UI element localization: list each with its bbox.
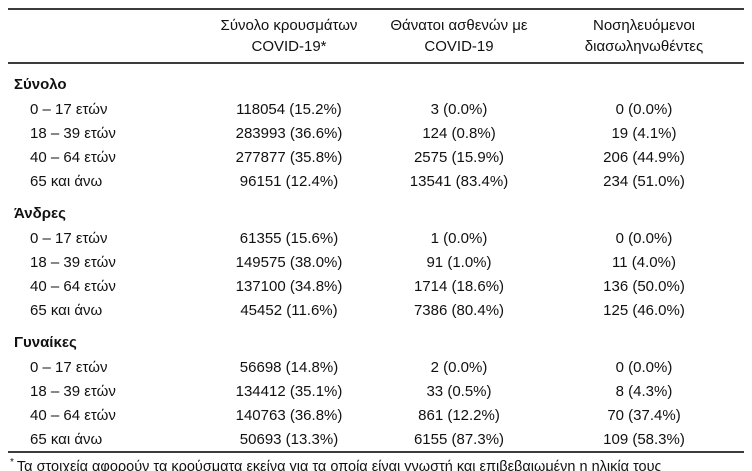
intubated-cell: 19 (4.1%) [611, 124, 677, 142]
cases-cell: 134412 (35.1%) [235, 382, 343, 400]
deaths-cell: 91 (1.0%) [426, 253, 492, 271]
deaths-cell: 124 (0.8%) [422, 124, 496, 142]
cases-cell: 61355 (15.6%) [239, 229, 339, 247]
deaths-cell: 1 (0.0%) [430, 229, 488, 247]
deaths-cell: 3 (0.0%) [430, 100, 488, 118]
cases-cell: 96151 (12.4%) [239, 172, 339, 190]
age-group-label: 18 – 39 ετών [30, 124, 116, 142]
table-row: 18 – 39 ετών 283993 (36.6%) 124 (0.8%) 1… [8, 121, 744, 145]
section-title: Άνδρες [14, 204, 66, 222]
intubated-cell: 0 (0.0%) [615, 100, 673, 118]
table-row: 0 – 17 ετών 118054 (15.2%) 3 (0.0%) 0 (0… [8, 97, 744, 121]
age-group-label: 65 και άνω [30, 172, 103, 190]
intubated-cell: 206 (44.9%) [603, 148, 685, 166]
cases-cell: 149575 (38.0%) [235, 253, 343, 271]
header-intubated-line1: Νοσηλευόμενοι [592, 17, 695, 34]
cases-cell: 277877 (35.8%) [235, 148, 343, 166]
table-header: Σύνολο κρουσμάτων COVID-19* Θάνατοι ασθε… [8, 9, 744, 64]
intubated-cell: 0 (0.0%) [615, 358, 673, 376]
intubated-cell: 136 (50.0%) [603, 277, 685, 295]
header-intubated: Νοσηλευόμενοι διασωληνωθέντες [544, 9, 744, 64]
table-row: 65 και άνω 50693 (13.3%) 6155 (87.3%) 10… [8, 427, 744, 452]
intubated-cell: 70 (37.4%) [607, 406, 681, 424]
table-body: Σύνολο 0 – 17 ετών 118054 (15.2%) 3 (0.0… [8, 63, 744, 452]
section-title: Σύνολο [14, 75, 67, 93]
age-group-label: 65 και άνω [30, 430, 103, 448]
cases-cell: 283993 (36.6%) [235, 124, 343, 142]
cases-cell: 137100 (34.8%) [235, 277, 343, 295]
age-group-label: 0 – 17 ετών [30, 358, 108, 376]
deaths-cell: 7386 (80.4%) [413, 301, 505, 319]
header-deaths-line1: Θάνατοι ασθενών με [390, 17, 528, 34]
table-row: 0 – 17 ετών 61355 (15.6%) 1 (0.0%) 0 (0.… [8, 226, 744, 250]
deaths-cell: 1714 (18.6%) [413, 277, 505, 295]
cases-cell: 118054 (15.2%) [236, 100, 342, 118]
age-group-label: 40 – 64 ετών [30, 277, 116, 295]
intubated-cell: 8 (4.3%) [615, 382, 673, 400]
deaths-cell: 861 (12.2%) [418, 406, 500, 424]
header-cases-line2: COVID-19* [251, 38, 327, 55]
deaths-cell: 6155 (87.3%) [413, 430, 505, 448]
cases-cell: 140763 (36.8%) [235, 406, 343, 424]
table-row: 18 – 39 ετών 149575 (38.0%) 91 (1.0%) 11… [8, 250, 744, 274]
age-group-label: 40 – 64 ετών [30, 406, 116, 424]
header-deaths: Θάνατοι ασθενών με COVID-19 [374, 9, 544, 64]
intubated-cell: 0 (0.0%) [615, 229, 673, 247]
footnote: * Τα στοιχεία αφορούν τα κρούσματα εκείνα… [8, 453, 746, 471]
table-row: 40 – 64 ετών 277877 (35.8%) 2575 (15.9%)… [8, 145, 744, 169]
header-cases-line1: Σύνολο κρουσμάτων [220, 17, 358, 34]
header-deaths-line2: COVID-19 [424, 38, 494, 55]
section-header-women: Γυναίκες [8, 322, 744, 355]
age-group-label: 18 – 39 ετών [30, 382, 116, 400]
intubated-cell: 234 (51.0%) [603, 172, 685, 190]
table-row: 40 – 64 ετών 137100 (34.8%) 1714 (18.6%)… [8, 274, 744, 298]
header-row: Σύνολο κρουσμάτων COVID-19* Θάνατοι ασθε… [8, 9, 744, 64]
covid-stats-table: Σύνολο κρουσμάτων COVID-19* Θάνατοι ασθε… [8, 8, 744, 453]
section-header-total: Σύνολο [8, 63, 744, 97]
table-row: 65 και άνω 96151 (12.4%) 13541 (83.4%) 2… [8, 169, 744, 193]
table-row: 18 – 39 ετών 134412 (35.1%) 33 (0.5%) 8 … [8, 379, 744, 403]
cases-cell: 45452 (11.6%) [240, 301, 338, 319]
section-header-men: Άνδρες [8, 193, 744, 226]
intubated-cell: 125 (46.0%) [603, 301, 685, 319]
age-group-label: 0 – 17 ετών [30, 229, 108, 247]
deaths-cell: 33 (0.5%) [426, 382, 492, 400]
footnote-text: Τα στοιχεία αφορούν τα κρούσματα εκείνα … [16, 458, 662, 471]
section-title: Γυναίκες [14, 333, 77, 351]
header-empty-cell [8, 9, 204, 64]
age-group-label: 18 – 39 ετών [30, 253, 116, 271]
table-row: 65 και άνω 45452 (11.6%) 7386 (80.4%) 12… [8, 298, 744, 322]
cases-cell: 56698 (14.8%) [239, 358, 339, 376]
cases-cell: 50693 (13.3%) [239, 430, 339, 448]
intubated-cell: 11 (4.0%) [612, 253, 676, 271]
deaths-cell: 2575 (15.9%) [413, 148, 505, 166]
deaths-cell: 2 (0.0%) [430, 358, 488, 376]
deaths-cell: 13541 (83.4%) [409, 172, 509, 190]
footnote-asterisk: * [10, 457, 14, 468]
header-intubated-line2: διασωληνωθέντες [584, 38, 704, 55]
header-cases: Σύνολο κρουσμάτων COVID-19* [204, 9, 374, 64]
age-group-label: 40 – 64 ετών [30, 148, 116, 166]
age-group-label: 65 και άνω [30, 301, 103, 319]
intubated-cell: 109 (58.3%) [603, 430, 685, 448]
table-row: 0 – 17 ετών 56698 (14.8%) 2 (0.0%) 0 (0.… [8, 355, 744, 379]
age-group-label: 0 – 17 ετών [30, 100, 108, 118]
table-row: 40 – 64 ετών 140763 (36.8%) 861 (12.2%) … [8, 403, 744, 427]
